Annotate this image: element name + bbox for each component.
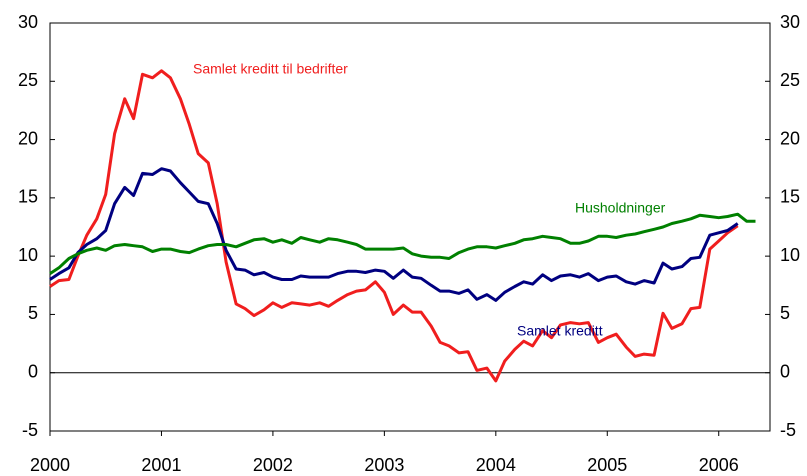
series-label: Husholdninger [575, 200, 666, 216]
y2-tick-label: 25 [780, 70, 800, 90]
y-tick-label: 15 [18, 187, 38, 207]
y2-tick-label: 15 [780, 187, 800, 207]
y-tick-label: 10 [18, 245, 38, 265]
x-tick-label: 2006 [699, 455, 739, 475]
series-label: Samlet kreditt [517, 323, 603, 339]
x-tick-label: 2005 [587, 455, 627, 475]
y2-tick-label: 0 [780, 361, 790, 381]
x-tick-label: 2002 [253, 455, 293, 475]
y2-tick-label: 20 [780, 128, 800, 148]
x-tick-label: 2004 [476, 455, 516, 475]
series-line [49, 167, 739, 302]
x-tick-label: 2001 [141, 455, 181, 475]
y2-tick-label: 10 [780, 245, 800, 265]
series-line [49, 212, 756, 275]
y-tick-label: 30 [18, 12, 38, 32]
y2-tick-label: 30 [780, 12, 800, 32]
y-tick-label: 20 [18, 128, 38, 148]
y2-tick-label: 5 [780, 303, 790, 323]
x-tick-label: 2003 [364, 455, 404, 475]
y-tick-label: 0 [28, 361, 38, 381]
series-line [49, 69, 739, 383]
y-tick-label: -5 [22, 420, 38, 440]
y-tick-label: 25 [18, 70, 38, 90]
x-tick-label: 2000 [30, 455, 70, 475]
plot-frame [49, 22, 771, 432]
series-label: Samlet kreditt til bedrifter [193, 61, 348, 77]
y2-tick-label: -5 [780, 420, 796, 440]
y-tick-label: 5 [28, 303, 38, 323]
